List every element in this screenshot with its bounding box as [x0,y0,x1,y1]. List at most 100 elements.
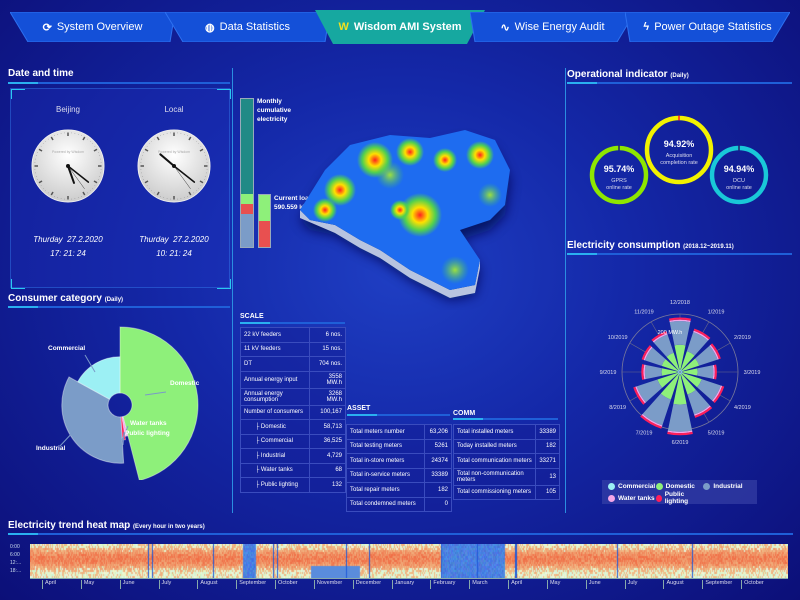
polar-bar-domestic [673,374,687,405]
consumer-category-title: Consumer category (Daily) [8,293,124,304]
clock-brand: Powered by Wisdom [52,150,84,154]
legend-item[interactable]: Water tanks [608,491,656,505]
clock-date: Thurday 27.2.2020 [139,235,209,244]
tree-branch-icon: ├ [255,438,261,445]
polar-bar-water-tanks [669,319,691,323]
legend-item[interactable]: Industrial [703,483,751,490]
pie-label: Public lighting [125,430,170,437]
row-label: Total communication meters [457,457,532,464]
datetime-title: Date and time [8,68,74,79]
analog-clock: Powered by Wisdom [31,129,105,203]
polar-bar-industrial [669,321,691,346]
heatmap-month-label: December [352,580,381,589]
polar-bar-commercial [680,370,683,372]
tab-label: Wise Energy Audit [514,21,605,33]
legend-item[interactable]: Commercial [608,483,656,490]
row-label: Number of consumers [244,409,304,416]
comm-title: COMM [453,410,476,417]
tab-label: Data Statistics [219,21,290,33]
table-row: ├ Commercial 36,525 [240,433,346,449]
polar-category-label: 10/2019 [608,335,628,341]
heatmap-y-label: 12:... [10,560,22,566]
gauge-label: Acquisition completion rate [660,153,698,166]
tab-power-outage-statistics[interactable]: ϟ Power Outage Statistics [625,12,790,42]
table-row: Number of consumers 100,167 [240,404,346,420]
tab-system-overview[interactable]: ⟳ System Overview [10,12,175,42]
monthly-cumulative-label: Monthly cumulative electricity [257,98,291,123]
row-value: 13 [535,467,560,486]
leader-line [144,391,167,396]
clock-time: 17: 21: 24 [50,249,86,258]
divider [565,68,566,513]
legend-dot-icon [655,494,662,502]
legend-item[interactable]: Domestic [655,483,704,490]
legend-label: Commercial [618,483,656,490]
row-label-cell: ├ Public lighting [240,477,310,493]
table-row: Total condemned meters 0 [346,496,453,512]
legend-dot-icon [608,483,615,490]
row-label-cell: Total testing meters [346,438,425,454]
pie-slice-water-tanks [121,416,129,437]
heat-map-3d[interactable] [280,110,540,310]
tab-data-statistics[interactable]: ◍ Data Statistics [165,12,330,42]
asset-title: ASSET [347,405,371,412]
clock-time: 10: 21: 24 [156,249,192,258]
row-label-cell: Total non-communication meters [452,467,537,486]
polar-category-label: 11/2019 [634,309,653,315]
polar-bar-industrial [667,403,693,432]
row-label-cell: Total in-service meters [346,467,425,483]
polar-bar-public-lighting [713,385,725,403]
row-label-cell: Total repair meters [346,482,425,498]
polar-bar-domestic [666,352,680,371]
table-row: Annual energy consumption 3268 MW.h [240,387,346,406]
row-value: 58,713 [309,419,346,435]
table-row: ├ Industrial 4,729 [240,448,346,464]
row-value: 3268 MW.h [309,387,346,406]
row-label: Total testing meters [350,443,403,450]
row-label-cell: Annual energy input [240,370,310,389]
table-row: ├ Domestic 58,713 [240,419,346,435]
polar-bar-industrial [697,379,721,401]
tab-wisdom-ami-system[interactable]: W Wisdom AMI System [315,10,485,44]
polar-bar-water-tanks [712,385,723,402]
polar-category-label: 9/2019 [600,370,617,376]
row-label: Total commissioning meters [457,489,532,496]
polar-bar-industrial [642,393,671,426]
leader-line [121,425,129,441]
row-value: 63,206 [423,424,453,440]
table-row: ├ Public lighting 132 [240,477,346,493]
heatmap-month-label: July [624,580,637,589]
leader-line [122,431,125,446]
divider [240,322,345,324]
polar-bar-water-tanks [709,344,719,360]
row-value: 24374 [423,453,453,469]
scale-table: 22 kV feeders 6 nos. 11 kV feeders 15 nos. D… [240,327,346,493]
wisdom-logo-icon: W [338,21,349,33]
table-row: Total meters number 63,206 [346,424,453,440]
row-label: Commercial [260,438,293,445]
row-label: Domestic [260,423,286,430]
polar-bar-commercial [678,372,680,375]
polar-category-label: 5/2019 [708,431,725,437]
leader-line [84,354,96,373]
monthly-cumulative-bar [240,98,254,248]
heatmap-month-label: November [313,580,342,589]
gauge-value: 94.94% [724,164,755,174]
current-load-bar [258,194,271,248]
polar-bar-industrial [695,345,718,366]
legend-item[interactable]: Public lighting [655,491,704,505]
polar-bar-commercial [677,371,680,373]
polar-bar-water-tanks [635,386,646,404]
legend-dot-icon [608,494,615,502]
polar-bar-industrial [644,347,666,366]
row-label: Total condemned meters [350,501,416,508]
row-label: Today installed meters [457,443,517,450]
electricity-heatmap[interactable] [30,544,788,578]
row-label-cell: Today installed meters [452,438,537,454]
tab-wise-energy-audit[interactable]: ∿ Wise Energy Audit [470,12,635,42]
divider [232,68,233,513]
polar-bar-public-lighting [714,364,717,380]
polar-bar-public-lighting [668,317,692,321]
polar-bar-public-lighting [667,431,693,436]
row-label: Total installed meters [457,428,514,435]
